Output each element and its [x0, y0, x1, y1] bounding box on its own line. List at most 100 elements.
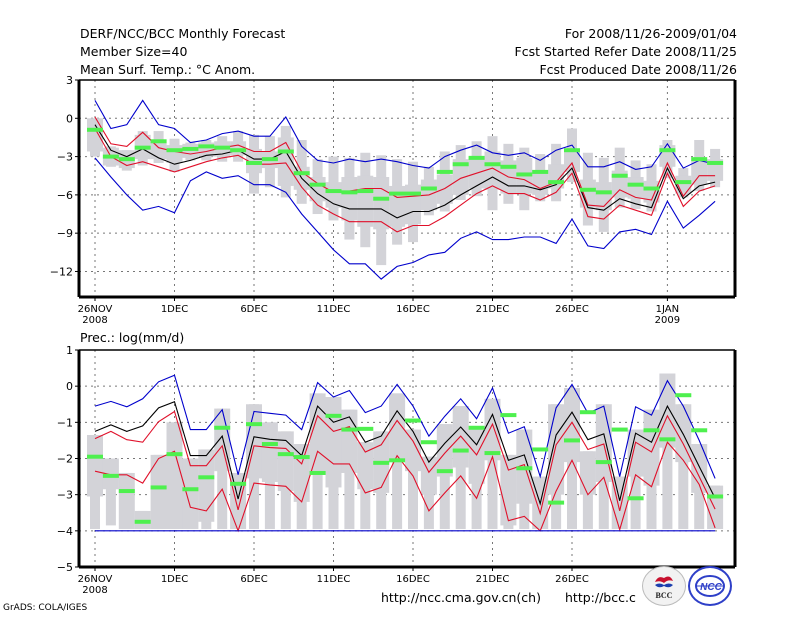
box-iqr	[484, 151, 501, 190]
median-marker	[373, 460, 390, 465]
xtick-label: 1DEC	[161, 304, 188, 315]
median-marker	[516, 466, 533, 471]
box-iqr	[150, 142, 167, 160]
box-iqr	[166, 145, 183, 163]
median-marker	[261, 157, 278, 162]
median-marker	[309, 182, 326, 187]
median-marker	[564, 148, 580, 153]
median-marker	[102, 154, 119, 159]
bcc-cloud-icon: BCC	[655, 576, 673, 600]
box-whisker	[630, 429, 641, 530]
median-marker	[420, 440, 437, 445]
xtick-label: 11DEC	[317, 304, 351, 315]
member-size: Member Size=40	[80, 44, 188, 59]
xtick-label: 11DEC	[317, 574, 351, 585]
median-marker	[357, 189, 374, 194]
median-marker	[373, 196, 390, 201]
box-whisker	[439, 424, 450, 530]
median-marker	[230, 481, 247, 486]
box-iqr	[595, 404, 612, 483]
median-marker	[214, 425, 231, 430]
box-iqr	[564, 148, 580, 172]
median-marker	[707, 160, 724, 165]
ytick-label: −9	[57, 227, 73, 240]
box-iqr	[405, 429, 421, 472]
median-marker	[198, 475, 215, 480]
median-marker	[134, 519, 151, 524]
box-whisker	[487, 398, 498, 530]
median-marker	[150, 139, 167, 144]
box-iqr	[436, 174, 453, 204]
box-iqr	[182, 458, 199, 530]
box-iqr	[357, 175, 374, 227]
ytick-label: −3	[57, 151, 73, 164]
ytick-label: −1	[57, 416, 73, 429]
median-marker	[118, 157, 135, 162]
median-marker	[87, 454, 103, 459]
ytick-label: −3	[57, 489, 73, 502]
bcc-logo: BCC	[642, 566, 686, 606]
xtick-label: 26NOV	[78, 574, 113, 585]
median-marker	[707, 494, 724, 499]
median-marker	[691, 428, 708, 433]
median-marker	[150, 485, 167, 490]
median-marker	[182, 487, 199, 492]
median-marker	[214, 145, 231, 150]
xtick-label: 26NOV	[78, 304, 113, 315]
median-marker	[500, 164, 517, 169]
median-marker	[389, 458, 406, 463]
median-marker	[309, 470, 326, 475]
median-marker	[627, 496, 644, 501]
median-marker	[595, 460, 612, 465]
median-marker	[516, 172, 533, 177]
median-marker	[277, 149, 294, 154]
median-marker	[436, 169, 453, 174]
ncc-url-link[interactable]: http://ncc.cma.gov.cn(ch)	[381, 590, 541, 605]
box-iqr	[452, 159, 469, 195]
box-iqr	[468, 429, 485, 484]
ncc-logo-text: NCC	[700, 582, 722, 593]
xtick-label: 1JAN	[656, 304, 679, 315]
median-marker	[87, 127, 103, 132]
median-marker	[643, 186, 660, 191]
median-marker	[293, 455, 310, 460]
xtick-label: 1DEC	[161, 574, 188, 585]
box-iqr	[691, 444, 708, 493]
median-marker	[691, 157, 708, 162]
box-whisker	[408, 429, 418, 530]
box-iqr	[341, 177, 358, 221]
median-marker	[405, 418, 421, 423]
bcc-logo-text: BCC	[656, 591, 673, 600]
median-marker	[659, 148, 676, 153]
box-iqr	[198, 449, 215, 522]
median-marker	[611, 173, 628, 178]
median-marker	[643, 428, 660, 433]
series-spread_lower	[94, 128, 716, 233]
median-marker	[246, 422, 262, 427]
median-marker	[595, 190, 612, 195]
median-marker	[102, 473, 119, 478]
bcc-url-link[interactable]: http://bcc.c	[565, 590, 636, 605]
median-marker	[548, 180, 565, 185]
median-marker	[341, 427, 358, 432]
ncc-globe-icon: NCC	[695, 575, 725, 597]
series-min	[94, 157, 716, 280]
box-iqr	[532, 170, 549, 195]
series-mean_lower	[94, 441, 716, 533]
median-marker	[182, 146, 199, 151]
median-marker	[405, 191, 421, 196]
median-marker	[261, 442, 278, 447]
ytick-label: −6	[57, 189, 73, 202]
box-iqr	[150, 454, 167, 530]
median-marker	[500, 413, 517, 418]
xtick-label: 26DEC	[555, 574, 589, 585]
box-iqr	[325, 397, 342, 488]
median-marker	[548, 500, 565, 505]
box-iqr	[420, 456, 437, 495]
box-iqr	[87, 118, 103, 152]
median-marker	[532, 169, 549, 174]
median-marker	[389, 191, 406, 196]
ytick-label: 3	[66, 74, 73, 87]
median-marker	[468, 155, 485, 160]
